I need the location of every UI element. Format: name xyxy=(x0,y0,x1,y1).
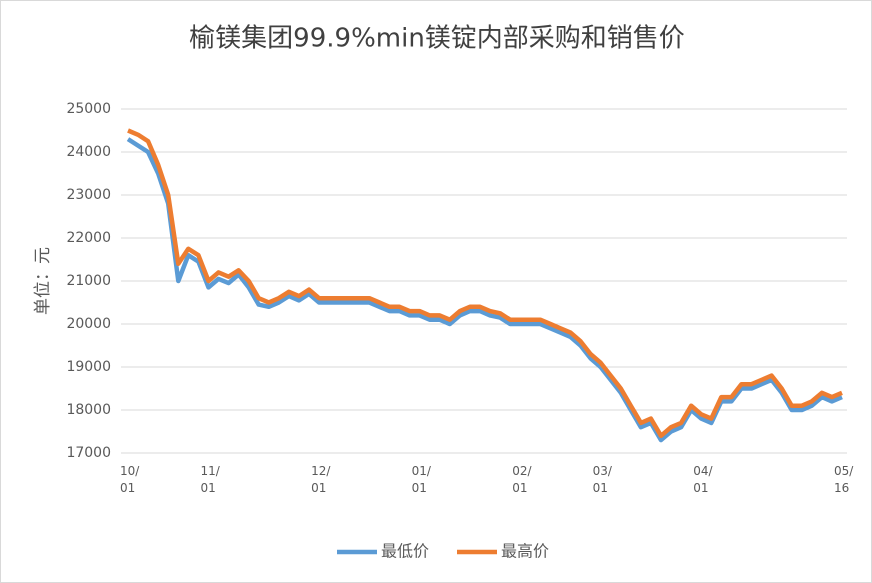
x-tick-label: 12/ 01 xyxy=(311,464,331,495)
x-tick-label: 03/ 01 xyxy=(592,464,612,495)
x-tick-label: 11/ 01 xyxy=(200,464,220,495)
data-line xyxy=(126,137,843,443)
legend-label: 最高价 xyxy=(501,542,549,561)
legend-label: 最低价 xyxy=(381,542,429,561)
y-tick-label: 19000 xyxy=(66,359,111,375)
data-line xyxy=(127,128,843,439)
x-tick-label: 01/ 01 xyxy=(411,464,431,495)
y-tick-label: 23000 xyxy=(66,187,111,203)
y-tick-label: 17000 xyxy=(66,445,111,461)
chart-title: 榆镁集团99.9%min镁锭内部采购和销售价 xyxy=(189,24,685,54)
y-tick-label: 18000 xyxy=(66,402,111,418)
y-tick-label: 21000 xyxy=(66,273,111,289)
y-axis-label: 单位：元 xyxy=(33,247,53,315)
y-tick-label: 24000 xyxy=(66,144,111,160)
x-tick-label: 02/ 01 xyxy=(512,464,532,495)
y-tick-label: 20000 xyxy=(66,316,111,332)
y-tick-label: 25000 xyxy=(66,101,111,117)
x-tick-label: 10/ 01 xyxy=(120,464,140,495)
x-tick-label: 04/ 01 xyxy=(693,464,713,495)
y-tick-label: 22000 xyxy=(66,230,111,246)
x-tick-label: 05/ 16 xyxy=(834,464,854,495)
